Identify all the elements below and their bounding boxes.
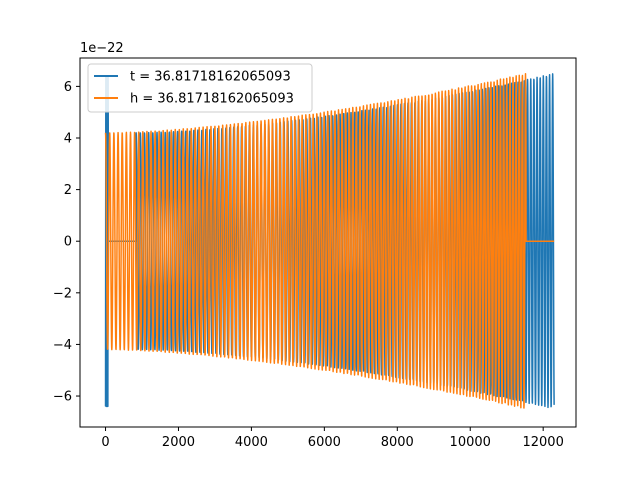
y-offset-label: 1e−22 <box>80 41 124 56</box>
x-tick-label: 8000 <box>381 435 414 450</box>
y-tick-label: 0 <box>64 235 72 250</box>
y-tick-label: 2 <box>64 183 72 198</box>
y-tick-label: 6 <box>64 80 72 95</box>
x-axis: 0 2000 4000 6000 8000 10000 12000 <box>101 427 564 450</box>
legend: t = 36.81718162065093 h = 36.81718162065… <box>87 63 313 113</box>
x-tick-label: 4000 <box>235 435 268 450</box>
legend-box <box>87 63 313 113</box>
series-layer <box>104 72 555 409</box>
x-tick-label: 2000 <box>162 435 195 450</box>
legend-label-h: h = 36.81718162065093 <box>130 92 294 107</box>
plot-frame <box>79 57 577 428</box>
y-tick-label: −6 <box>53 390 72 405</box>
legend-label-t: t = 36.81718162065093 <box>130 70 291 85</box>
x-tick-label: 10000 <box>450 435 491 450</box>
x-tick-label: 0 <box>101 435 109 450</box>
x-tick-label: 12000 <box>522 435 563 450</box>
y-tick-label: −4 <box>53 338 72 353</box>
x-tick-label: 6000 <box>308 435 341 450</box>
y-tick-label: 4 <box>64 131 72 146</box>
series-line-h <box>104 72 555 409</box>
y-tick-label: −2 <box>53 286 72 301</box>
y-axis: −6 −4 −2 0 2 4 6 <box>53 80 80 405</box>
